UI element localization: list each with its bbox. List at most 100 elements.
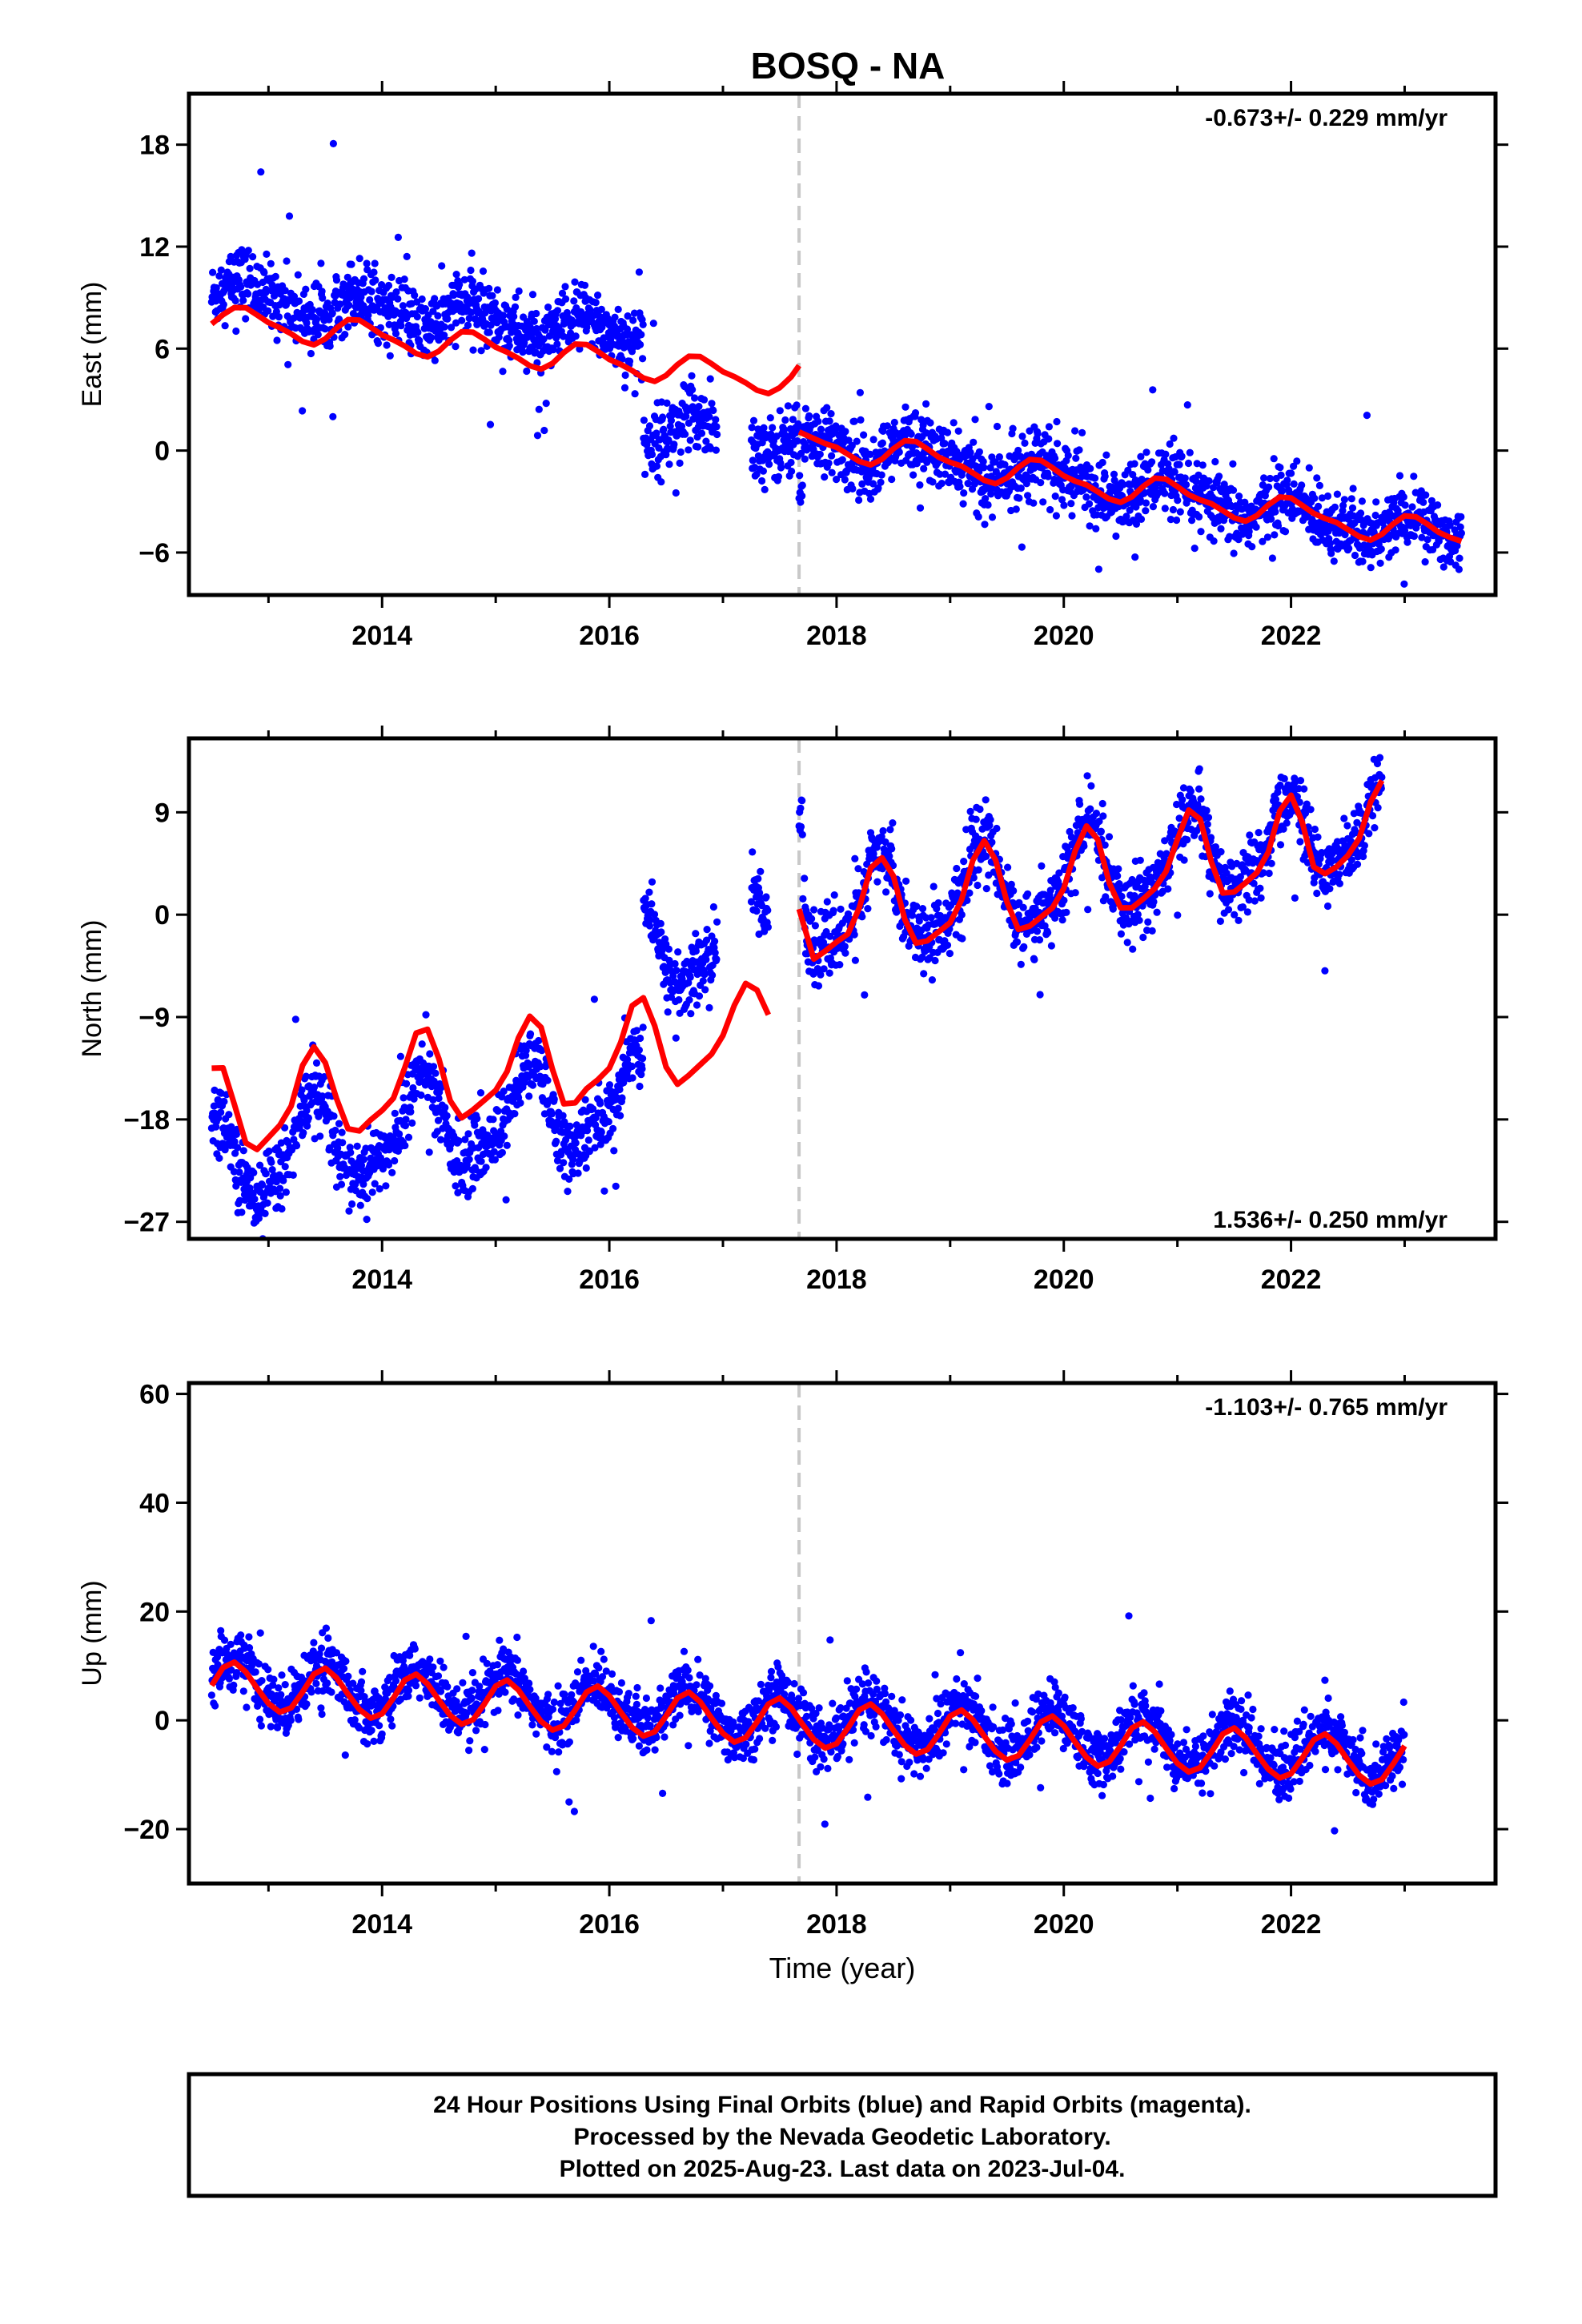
data-point (1207, 834, 1215, 842)
data-point (711, 937, 719, 945)
data-point (670, 440, 678, 448)
data-point (1092, 525, 1100, 533)
data-point (1135, 916, 1143, 924)
data-point (758, 476, 766, 485)
data-point (765, 460, 773, 468)
data-point (709, 406, 717, 415)
data-point (826, 932, 834, 940)
data-point (300, 1096, 308, 1104)
data-point (1188, 517, 1196, 525)
data-point (700, 396, 709, 404)
data-point (308, 306, 316, 314)
data-point (1010, 887, 1018, 895)
data-point (920, 970, 928, 978)
data-point (325, 316, 333, 324)
data-point (532, 309, 540, 318)
data-point (986, 822, 994, 830)
data-point (1243, 908, 1251, 916)
data-points (207, 754, 1386, 1239)
data-point (632, 1027, 641, 1035)
data-point (1250, 879, 1258, 887)
data-point (801, 404, 810, 412)
data-point (592, 299, 600, 307)
data-point (1435, 537, 1443, 545)
data-point (264, 307, 272, 315)
data-point (1178, 452, 1186, 460)
data-point (533, 432, 542, 440)
data-point (769, 424, 777, 432)
data-point (1123, 939, 1131, 947)
data-point (549, 346, 557, 354)
data-point (431, 295, 439, 303)
data-point (359, 1156, 368, 1164)
data-point (510, 312, 518, 320)
data-point (239, 296, 247, 304)
data-point (1293, 457, 1301, 465)
data-point (982, 495, 990, 503)
data-point (1211, 843, 1219, 851)
data-point (841, 949, 849, 957)
data-point (312, 316, 321, 324)
data-point (1252, 523, 1260, 531)
x-tick-label: 2020 (1034, 621, 1094, 651)
data-point (1012, 505, 1020, 513)
data-point (1080, 842, 1088, 850)
data-point (1110, 470, 1118, 478)
data-point (1423, 536, 1431, 544)
data-point (515, 287, 523, 296)
data-point (1401, 501, 1409, 509)
data-point (1102, 451, 1110, 459)
data-point (683, 957, 691, 966)
data-point (485, 284, 493, 292)
data-point (809, 970, 817, 978)
data-point (371, 259, 379, 267)
data-point (1197, 528, 1205, 536)
data-point (671, 959, 679, 968)
data-point (1162, 850, 1170, 858)
data-point (1353, 818, 1361, 826)
data-point (1315, 502, 1323, 511)
data-point (391, 1156, 399, 1165)
data-point (620, 384, 629, 392)
data-point (215, 1154, 223, 1162)
data-point (465, 1156, 473, 1164)
data-point (437, 1084, 445, 1092)
data-point (1186, 787, 1195, 795)
data-point (866, 450, 874, 459)
data-point (401, 1141, 409, 1150)
data-point (982, 885, 990, 893)
data-point (1044, 929, 1052, 937)
data-point (1318, 849, 1326, 857)
data-point (836, 961, 844, 969)
data-point (1229, 486, 1238, 494)
data-point (801, 455, 809, 463)
data-point (231, 1137, 239, 1146)
data-point (392, 288, 400, 296)
data-point (814, 982, 823, 990)
data-point (571, 278, 579, 286)
data-point (536, 1063, 544, 1071)
data-point (705, 948, 713, 956)
data-point (1109, 905, 1117, 913)
data-point (207, 1691, 215, 1699)
data-point (1161, 837, 1169, 845)
data-point (851, 854, 859, 862)
data-point (974, 513, 982, 521)
data-point (1204, 814, 1213, 822)
data-point (374, 340, 382, 348)
data-point (465, 314, 473, 323)
data-point (1375, 754, 1384, 762)
data-point (225, 1111, 233, 1119)
data-point (244, 290, 252, 298)
data-point (1082, 493, 1090, 501)
data-point (213, 1653, 222, 1661)
data-point (271, 272, 279, 280)
data-point (479, 267, 488, 275)
data-point (209, 268, 217, 276)
data-point (918, 953, 926, 961)
data-point (382, 1182, 390, 1190)
data-point (394, 233, 402, 241)
data-point (234, 1144, 242, 1152)
data-point (1230, 549, 1238, 557)
